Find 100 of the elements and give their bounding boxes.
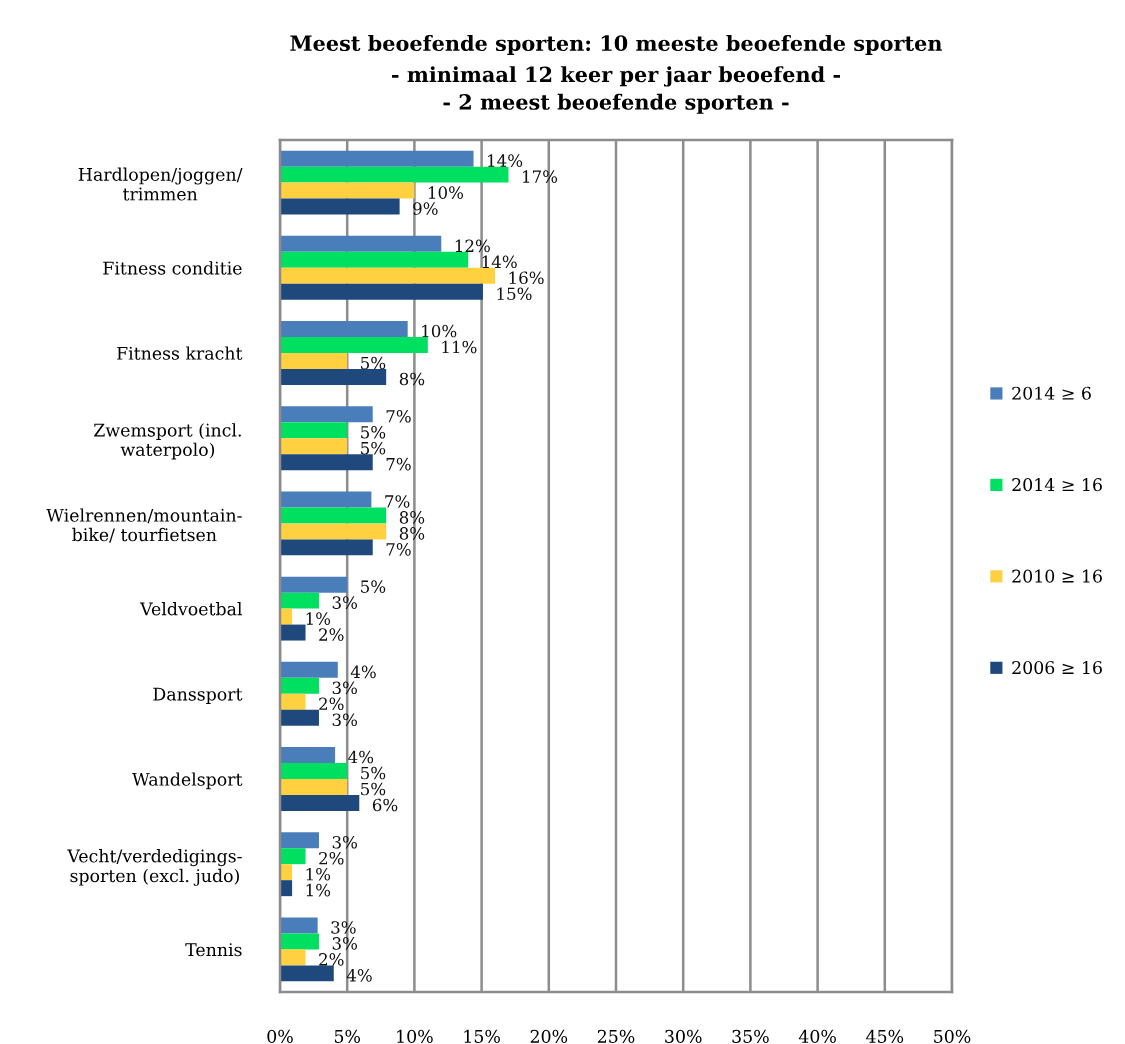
data-label: 1% bbox=[306, 867, 331, 881]
data-label: 3% bbox=[332, 681, 357, 695]
chart-title: Meest beoefende sporten: 10 meeste beoefende sporten bbox=[290, 34, 943, 56]
data-label: 17% bbox=[523, 170, 558, 183]
bar bbox=[280, 747, 336, 764]
bar bbox=[280, 251, 469, 268]
x-tick-label: 30% bbox=[665, 1029, 702, 1043]
bar bbox=[280, 608, 293, 625]
bar bbox=[280, 150, 474, 167]
legend-label: 2014 ≥ 16 bbox=[1012, 478, 1102, 492]
x-tick-label: 5% bbox=[334, 1029, 361, 1043]
data-label: 5% bbox=[361, 580, 386, 593]
bar bbox=[280, 592, 319, 609]
data-label: 3% bbox=[332, 713, 357, 727]
data-label: 1% bbox=[306, 612, 331, 625]
x-tick-label: 40% bbox=[798, 1029, 836, 1043]
bar bbox=[280, 848, 306, 865]
bar bbox=[280, 709, 319, 726]
data-label: 3% bbox=[331, 921, 356, 934]
y-tick-label: Zwemsport (incl. waterpolo) bbox=[94, 423, 241, 460]
legend-label: 2014 ≥ 6 bbox=[1012, 386, 1091, 400]
data-label: 3% bbox=[332, 596, 357, 609]
bar bbox=[280, 677, 319, 694]
data-label: 4% bbox=[348, 750, 374, 764]
y-tick-label: Vecht/verdedigings- sporten (excl. judo) bbox=[67, 849, 242, 886]
bar bbox=[280, 353, 348, 369]
x-tick-label: 50% bbox=[934, 1029, 971, 1043]
bar bbox=[280, 864, 293, 881]
y-tick-label: Veldvoetbal bbox=[139, 602, 242, 616]
bar bbox=[280, 454, 373, 471]
bar bbox=[280, 624, 306, 641]
bar bbox=[280, 576, 348, 593]
data-label: 8% bbox=[399, 511, 425, 524]
data-label: 7% bbox=[386, 409, 411, 423]
data-label: 5% bbox=[361, 441, 386, 455]
data-label: 2% bbox=[319, 628, 344, 641]
y-tick-label: Fitness kracht bbox=[117, 346, 243, 360]
bar bbox=[280, 422, 348, 439]
y-tick-label: Danssport bbox=[153, 687, 243, 705]
x-tick-label: 25% bbox=[597, 1029, 635, 1043]
x-tick-label: 20% bbox=[530, 1029, 568, 1043]
data-label: 10% bbox=[422, 324, 457, 338]
bar bbox=[280, 267, 496, 284]
x-tick-label: 0% bbox=[267, 1029, 293, 1043]
data-label: 3% bbox=[332, 937, 357, 950]
bar bbox=[280, 368, 387, 385]
bar bbox=[280, 949, 306, 966]
data-label: 15% bbox=[497, 287, 532, 301]
bar bbox=[280, 933, 319, 950]
bar bbox=[280, 832, 319, 849]
data-label: 6% bbox=[372, 798, 398, 812]
legend-label: 2010 ≥ 16 bbox=[1012, 569, 1102, 583]
bar bbox=[280, 507, 387, 524]
bar bbox=[280, 661, 338, 678]
data-label: 3% bbox=[332, 835, 357, 849]
bar bbox=[280, 235, 442, 252]
bar bbox=[280, 917, 318, 934]
bar bbox=[280, 198, 400, 215]
bar bbox=[280, 965, 334, 982]
data-label: 8% bbox=[399, 372, 425, 386]
chart-subtitle: - minimaal 12 keer per jaar beoefend - - 2 meest beoefende sporten - bbox=[392, 66, 840, 114]
bar bbox=[280, 491, 372, 508]
data-label: 10% bbox=[428, 186, 464, 199]
data-label: 11% bbox=[442, 340, 477, 354]
x-tick-label: 15% bbox=[464, 1029, 500, 1043]
data-label: 5% bbox=[361, 425, 386, 439]
y-tick-label: Fitness conditie bbox=[103, 261, 242, 275]
bar bbox=[280, 337, 428, 353]
x-tick-label: 45% bbox=[866, 1029, 904, 1043]
data-label: 4% bbox=[350, 665, 376, 679]
data-label: 5% bbox=[361, 356, 386, 370]
data-label: 14% bbox=[482, 255, 517, 269]
y-tick-label: Tennis bbox=[185, 943, 242, 957]
data-label: 5% bbox=[361, 766, 386, 780]
y-tick-label: Hardlopen/joggen/ trimmen bbox=[78, 167, 243, 201]
data-label: 7% bbox=[386, 457, 411, 471]
x-tick-label: 10% bbox=[397, 1029, 433, 1043]
bar bbox=[280, 539, 373, 556]
data-label: 14% bbox=[488, 154, 523, 167]
bar bbox=[280, 438, 348, 455]
bar bbox=[280, 406, 373, 423]
y-tick-label: Wandelsport bbox=[132, 772, 243, 790]
data-label: 2% bbox=[319, 953, 344, 966]
bar bbox=[280, 523, 387, 540]
data-label: 16% bbox=[509, 271, 544, 285]
bar bbox=[280, 283, 483, 300]
data-label: 2% bbox=[319, 851, 344, 865]
bar bbox=[280, 794, 360, 811]
data-label: 5% bbox=[361, 782, 386, 796]
bar bbox=[280, 321, 408, 338]
bar bbox=[280, 182, 415, 199]
data-label: 4% bbox=[346, 969, 372, 982]
data-label: 9% bbox=[413, 202, 438, 215]
data-label: 8% bbox=[399, 527, 425, 540]
x-tick-label: 35% bbox=[732, 1029, 769, 1043]
data-label: 7% bbox=[385, 495, 410, 508]
data-label: 12% bbox=[455, 239, 490, 253]
y-tick-label: Wielrennen/mountain- bike/ tourfietsen bbox=[46, 508, 242, 543]
bar bbox=[280, 880, 293, 897]
bar bbox=[280, 779, 348, 795]
